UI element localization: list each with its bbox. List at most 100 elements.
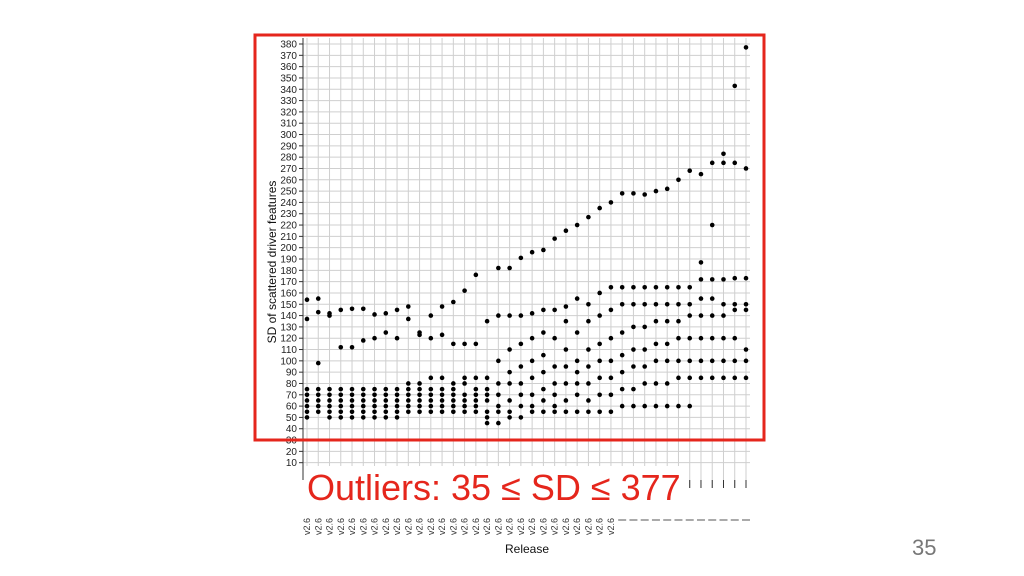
data-point <box>586 318 591 324</box>
data-point <box>664 301 670 307</box>
data-point <box>541 330 546 335</box>
data-point <box>664 403 670 409</box>
data-point <box>743 307 749 313</box>
y-tick-label: 330 <box>280 96 297 107</box>
data-point <box>721 358 726 364</box>
data-point <box>676 375 681 381</box>
data-point <box>619 284 625 290</box>
data-point <box>743 166 749 171</box>
data-point <box>619 301 625 307</box>
data-point <box>721 277 726 282</box>
data-point <box>372 398 377 403</box>
data-point <box>743 275 749 281</box>
data-point <box>541 247 546 253</box>
data-point <box>451 392 456 398</box>
data-point <box>473 386 479 392</box>
data-point <box>664 341 670 347</box>
data-point <box>664 381 670 386</box>
data-point <box>743 358 749 364</box>
data-point <box>709 277 715 282</box>
data-point <box>507 265 512 271</box>
data-point <box>552 335 557 341</box>
data-point <box>608 375 614 381</box>
data-point <box>484 420 490 426</box>
y-tick-label: 10 <box>286 458 298 469</box>
data-point <box>597 313 602 318</box>
data-point <box>631 191 636 196</box>
data-point <box>529 311 535 316</box>
data-point <box>383 415 389 420</box>
data-point <box>439 332 445 338</box>
data-point <box>372 335 377 341</box>
data-point <box>462 381 467 386</box>
data-point <box>338 409 344 415</box>
data-point <box>484 318 490 324</box>
data-point <box>518 415 524 420</box>
data-point <box>698 375 704 381</box>
data-point <box>743 347 749 352</box>
x-category-label: v2.6 <box>516 518 526 535</box>
data-point <box>451 403 456 409</box>
x-category-label: v2.6 <box>606 518 616 535</box>
data-point <box>315 309 321 315</box>
data-point <box>574 369 580 375</box>
data-point <box>574 296 580 301</box>
x-category-label: v2.6 <box>392 518 402 535</box>
data-point <box>732 307 738 313</box>
data-point <box>496 392 501 398</box>
data-point <box>372 312 377 317</box>
y-axis-ticks: 1020304050607080901001101201301401501601… <box>280 38 304 480</box>
data-point <box>349 398 355 403</box>
data-point <box>698 277 704 282</box>
data-point <box>372 392 377 398</box>
data-point <box>428 375 434 381</box>
data-point <box>372 409 377 415</box>
data-point <box>552 381 557 386</box>
data-point <box>507 398 512 403</box>
data-point <box>338 307 344 313</box>
data-point <box>574 392 580 398</box>
data-point <box>552 392 557 398</box>
data-point <box>631 403 636 409</box>
data-point <box>541 352 546 358</box>
data-point <box>360 398 366 403</box>
data-point <box>372 403 377 409</box>
data-point <box>383 398 389 403</box>
data-point <box>608 392 614 398</box>
data-point <box>597 375 602 381</box>
data-point <box>664 284 670 290</box>
data-point <box>372 386 377 392</box>
data-point <box>315 296 321 301</box>
data-point <box>462 403 467 409</box>
data-point <box>349 409 355 415</box>
data-point <box>349 392 355 398</box>
data-point <box>428 398 434 403</box>
data-point <box>496 403 501 409</box>
data-point <box>304 316 310 322</box>
x-category-label: v2.6 <box>460 518 470 535</box>
data-point <box>574 222 580 228</box>
data-point <box>743 301 749 307</box>
data-point <box>642 347 647 352</box>
data-point <box>698 171 704 177</box>
data-point <box>304 386 310 392</box>
data-point <box>709 222 715 228</box>
data-point <box>496 265 501 271</box>
data-point <box>642 192 647 197</box>
data-point <box>698 335 704 341</box>
data-point <box>721 151 726 157</box>
data-point <box>687 358 693 364</box>
data-point <box>338 415 344 420</box>
data-point <box>698 296 704 301</box>
data-point <box>732 83 738 89</box>
data-point <box>304 297 310 303</box>
data-point <box>462 341 467 347</box>
data-point <box>304 398 310 403</box>
data-point <box>462 288 467 293</box>
data-point <box>360 415 366 420</box>
data-point <box>496 420 501 426</box>
data-point <box>631 347 636 352</box>
data-point <box>529 358 535 364</box>
data-point <box>709 296 715 301</box>
data-point <box>709 160 715 166</box>
